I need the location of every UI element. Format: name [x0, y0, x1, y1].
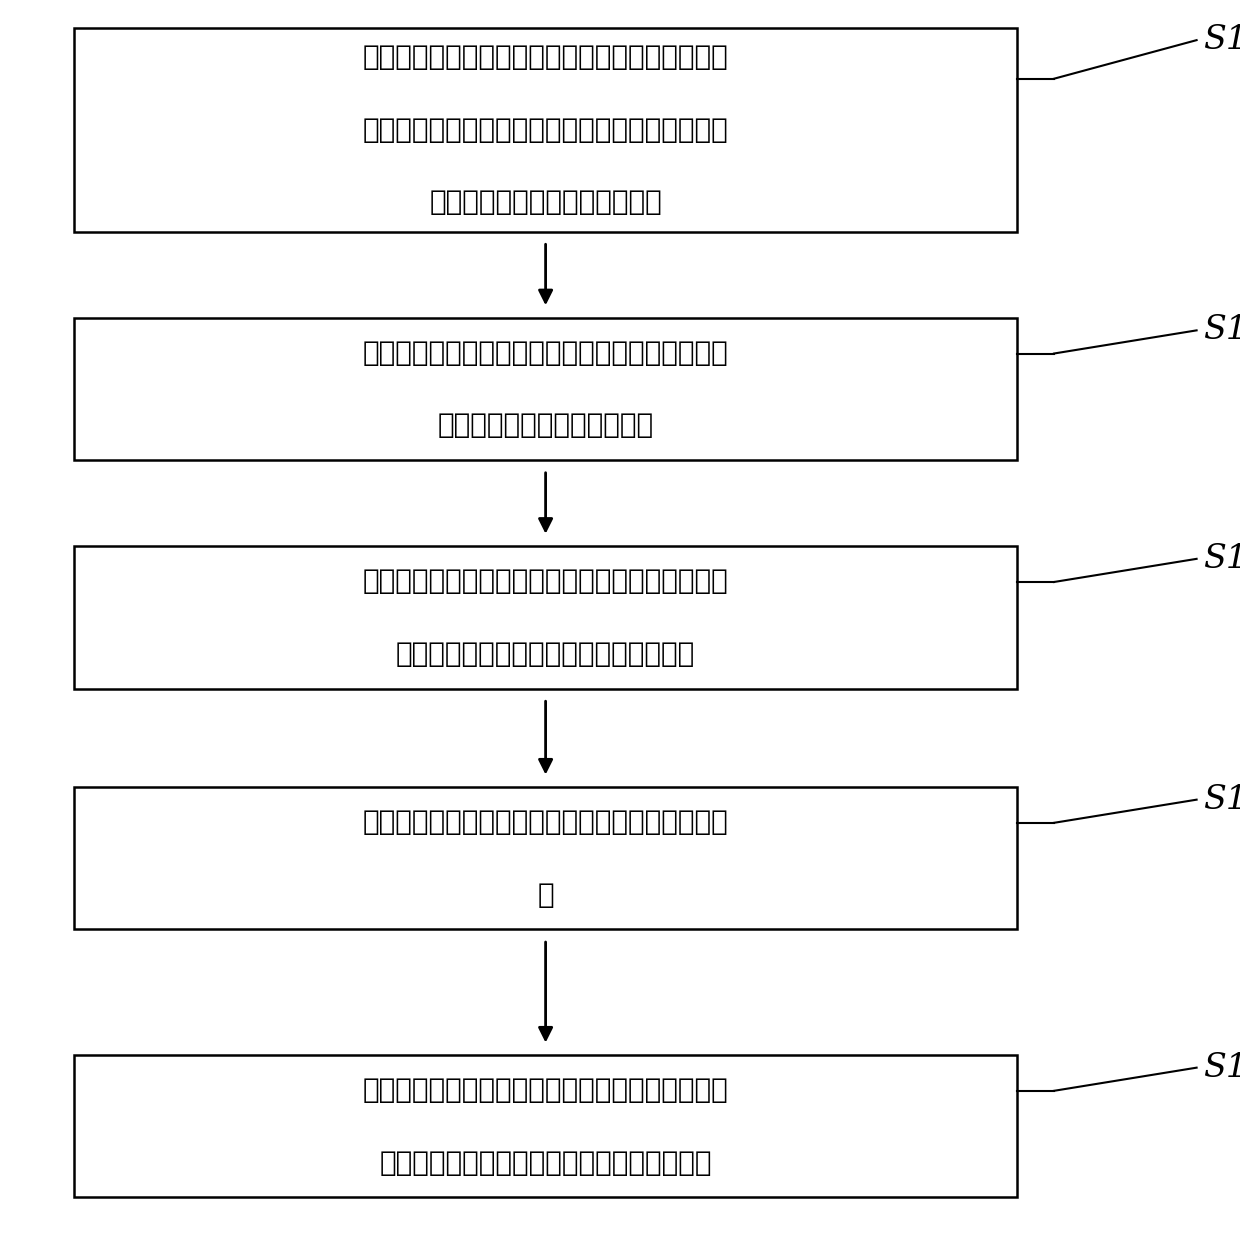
Bar	[74, 547, 1017, 689]
Text: S120: S120	[1203, 315, 1240, 346]
Text: 基于所述网络分析方法模型，建立事故应急分析模: 基于所述网络分析方法模型，建立事故应急分析模	[363, 808, 728, 836]
Text: 基于管网历史数据，结合我国行业应用现状和国家: 基于管网历史数据，结合我国行业应用现状和国家	[363, 567, 728, 595]
Bar	[74, 317, 1017, 459]
Text: 行计算分析，并显示于所述三维数字城市系统: 行计算分析，并显示于所述三维数字城市系统	[379, 1149, 712, 1177]
Text: 相关标准，建立三维管网的安全评价模型: 相关标准，建立三维管网的安全评价模型	[396, 640, 696, 668]
Text: S140: S140	[1203, 543, 1240, 574]
Text: 扑网络建立网络分析方法模型: 扑网络建立网络分析方法模型	[438, 411, 653, 440]
Text: 对所述三维管网数据进行预处理，基于地下管网拓: 对所述三维管网数据进行预处理，基于地下管网拓	[363, 338, 728, 367]
Text: S160: S160	[1203, 784, 1240, 815]
Bar	[74, 27, 1017, 232]
Bar	[74, 1055, 1017, 1198]
Bar	[74, 788, 1017, 929]
Text: 对遥感影像数据、数字高程模型数据、三维建筑模: 对遥感影像数据、数字高程模型数据、三维建筑模	[363, 43, 728, 70]
Text: 型数据进行预处理，建立三维数字城市系统，导入: 型数据进行预处理，建立三维数字城市系统，导入	[363, 116, 728, 143]
Text: 使用所述安全评价模型和所述事故应急分析模型进: 使用所述安全评价模型和所述事故应急分析模型进	[363, 1076, 728, 1104]
Text: S100: S100	[1203, 25, 1240, 56]
Text: 型: 型	[537, 881, 554, 909]
Text: S180: S180	[1203, 1052, 1240, 1083]
Text: 三维管网数据，建立空间数据库: 三维管网数据，建立空间数据库	[429, 189, 662, 216]
